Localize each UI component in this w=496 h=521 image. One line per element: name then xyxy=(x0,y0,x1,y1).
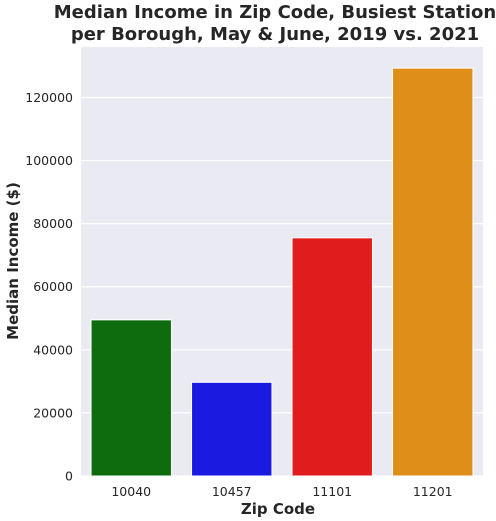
bar-10040 xyxy=(90,319,172,477)
chart-title-line-2: per Borough, May & June, 2019 vs. 2021 xyxy=(71,24,479,45)
y-tick-label: 120000 xyxy=(25,90,73,105)
x-axis-label: Zip Code xyxy=(241,500,315,518)
y-axis-label: Median Income ($) xyxy=(4,182,22,340)
y-tick-label: 100000 xyxy=(25,153,73,168)
x-tick-label: 10457 xyxy=(212,484,252,499)
y-tick-label: 0 xyxy=(65,469,73,484)
y-tick-labels: 0 20000 40000 60000 80000 100000 120000 xyxy=(25,90,73,484)
y-tick-label: 80000 xyxy=(33,216,73,231)
x-tick-label: 11201 xyxy=(413,484,453,499)
bar-10457 xyxy=(191,381,273,477)
bar-11101 xyxy=(291,237,373,477)
y-tick-label: 60000 xyxy=(33,279,73,294)
chart-title-line-1: Median Income in Zip Code, Busiest Stati… xyxy=(54,2,496,23)
x-tick-labels: 10040 10457 11101 11201 xyxy=(111,484,452,499)
x-tick-label: 11101 xyxy=(312,484,352,499)
y-tick-label: 40000 xyxy=(33,342,73,357)
bar-11201 xyxy=(392,67,474,477)
x-tick-label: 10040 xyxy=(111,484,151,499)
y-tick-label: 20000 xyxy=(33,405,73,420)
bars xyxy=(90,67,474,477)
